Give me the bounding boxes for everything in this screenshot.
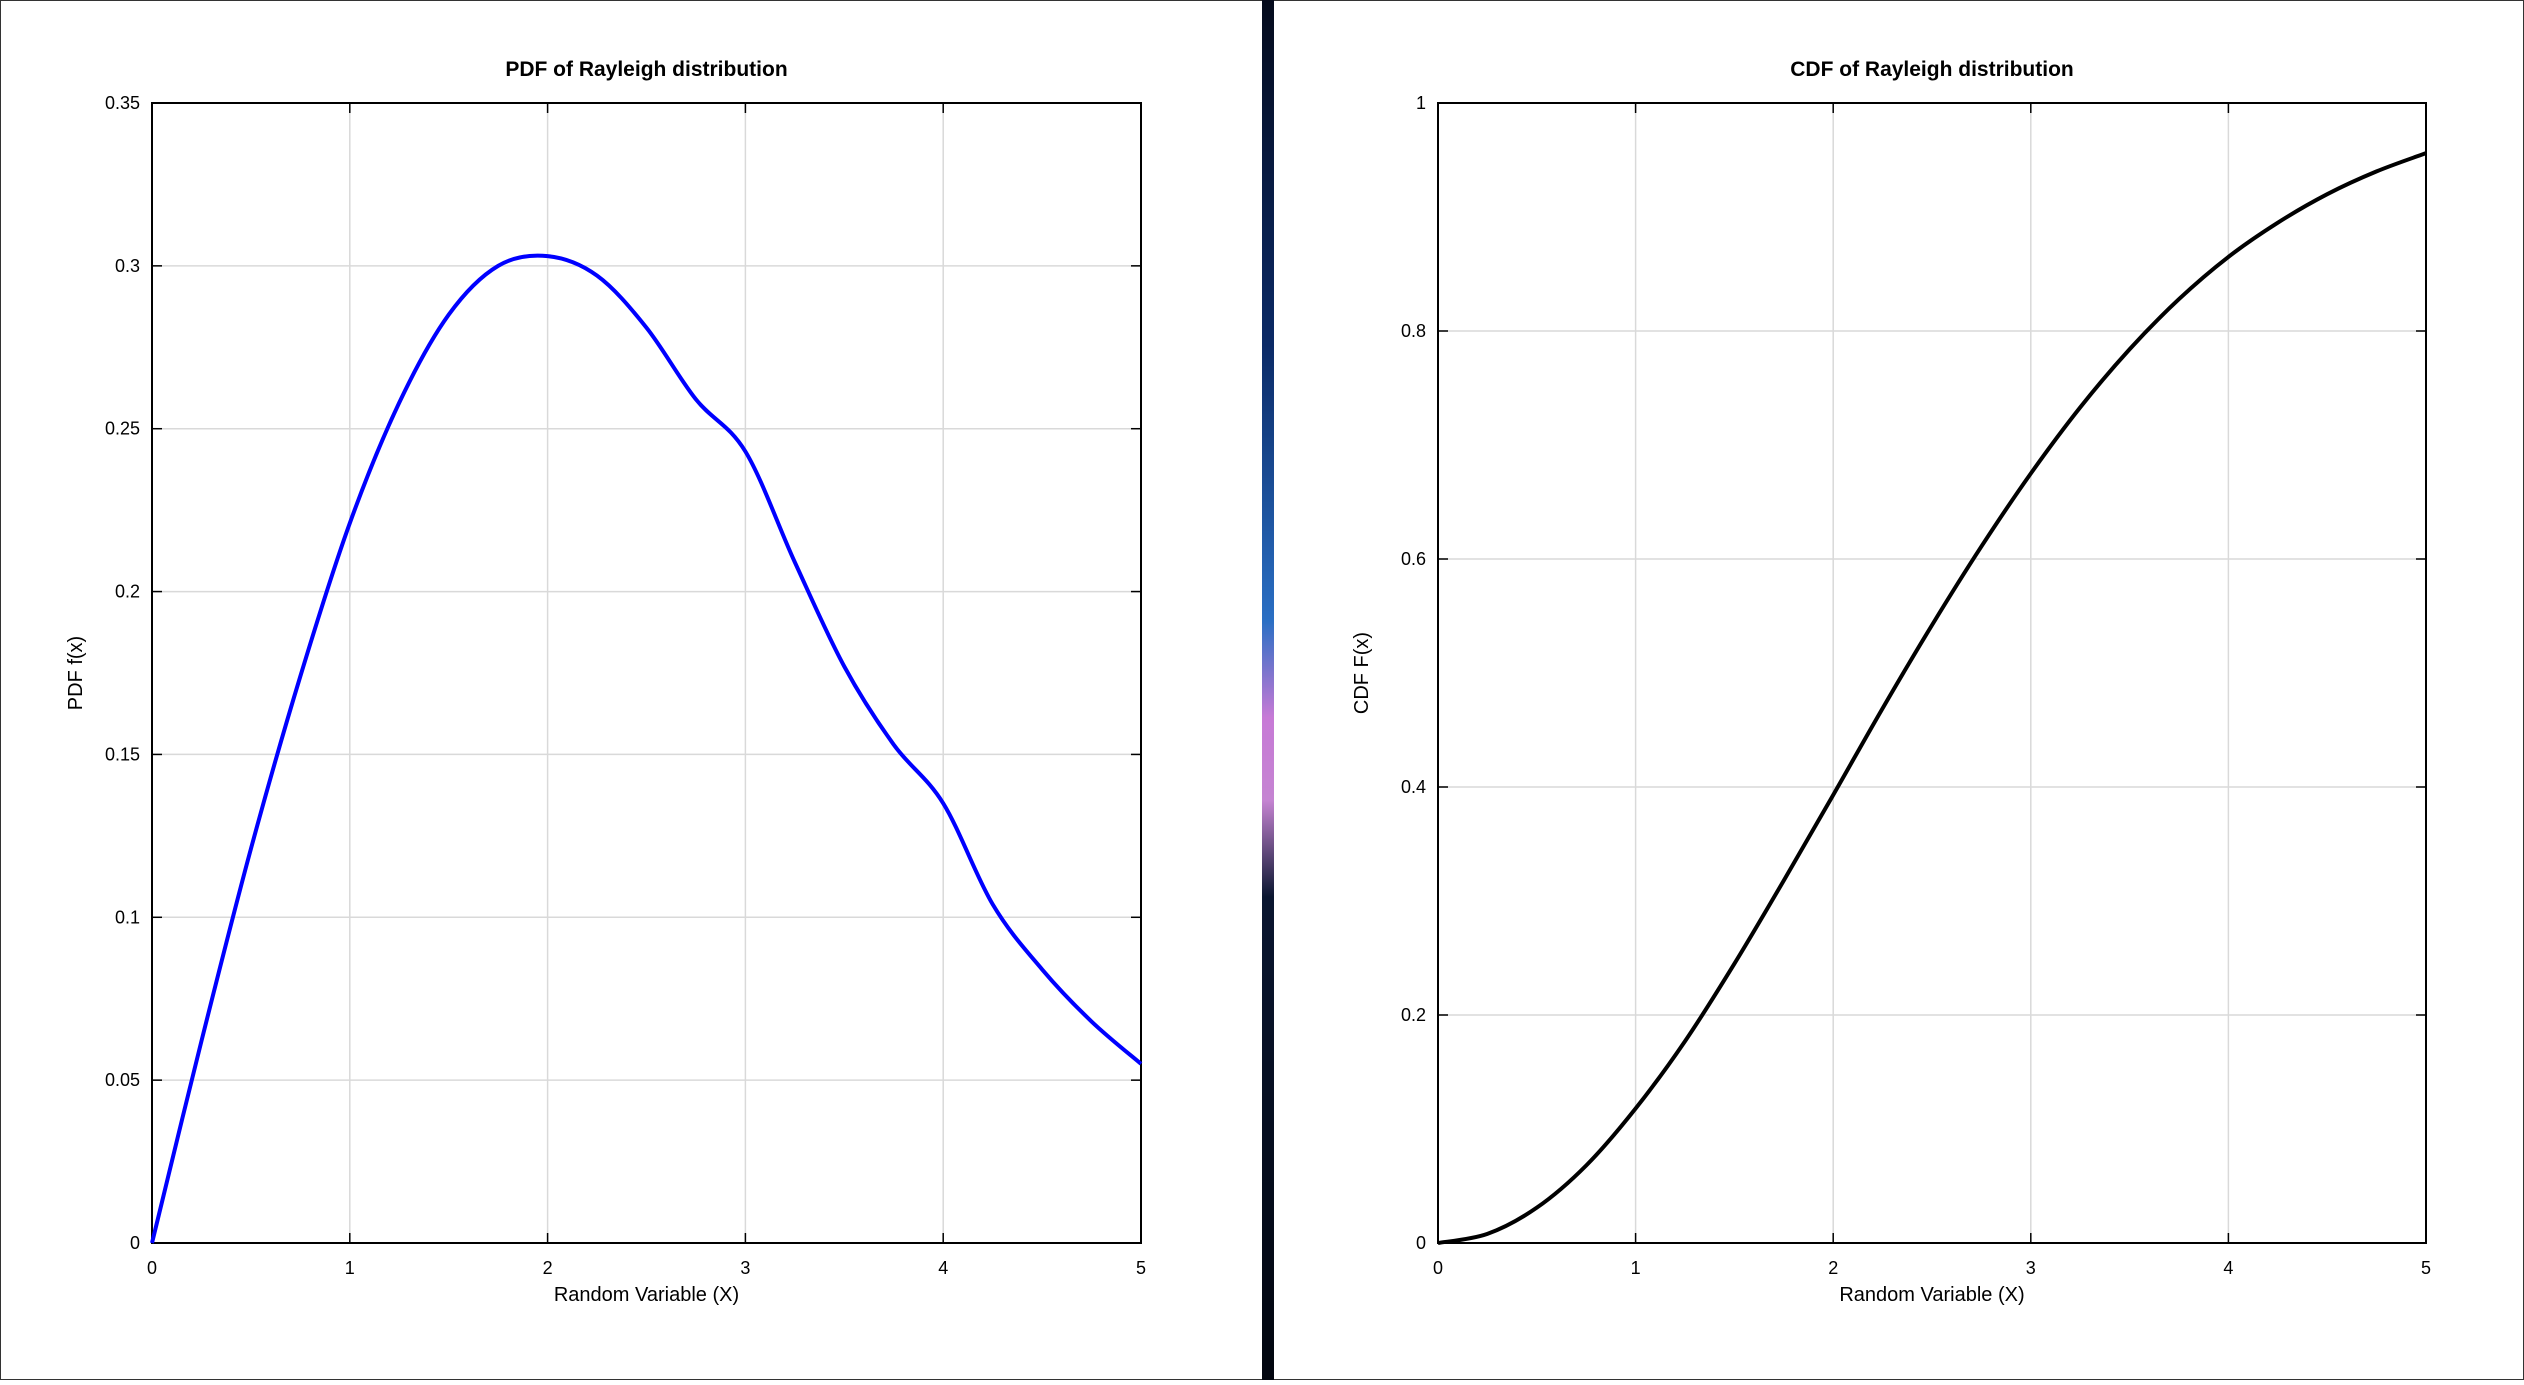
cdf-y-axis-label: CDF F(x) bbox=[1351, 632, 1373, 714]
cdf-y-tick-label: 0 bbox=[1416, 1233, 1426, 1253]
cdf-chart-title: CDF of Rayleigh distribution bbox=[1790, 58, 2074, 81]
cdf-x-tick-label: 3 bbox=[2026, 1258, 2036, 1278]
pdf-y-axis-label: PDF f(x) bbox=[65, 636, 87, 710]
cdf-x-tick-label: 4 bbox=[2223, 1258, 2233, 1278]
pdf-ticks bbox=[151, 102, 1142, 1244]
pdf-y-tick-label: 0.05 bbox=[105, 1070, 140, 1090]
cdf-x-axis-label: Random Variable (X) bbox=[1839, 1284, 2024, 1306]
cdf-x-tick-label: 2 bbox=[1828, 1258, 1838, 1278]
pdf-plot-frame bbox=[151, 102, 1142, 1244]
window-divider bbox=[1262, 0, 1274, 1380]
pdf-chart-title: PDF of Rayleigh distribution bbox=[505, 58, 787, 81]
pdf-chart: 0 1 2 3 4 5 0 0.05 0.1 0.15 0.2 0.25 0.3 0.35 PDF of … bbox=[65, 58, 1146, 1306]
pdf-y-tick-label: 0.15 bbox=[105, 744, 140, 764]
pdf-y-tick-label: 0.2 bbox=[115, 582, 140, 602]
pdf-x-tick-label: 2 bbox=[543, 1258, 553, 1278]
pdf-x-tick-label: 4 bbox=[938, 1258, 948, 1278]
pdf-y-tick-label: 0.35 bbox=[105, 93, 140, 113]
pdf-y-tick-label: 0.25 bbox=[105, 419, 140, 439]
pdf-y-tick-label: 0.1 bbox=[115, 907, 140, 927]
cdf-x-tick-label: 0 bbox=[1433, 1258, 1443, 1278]
cdf-y-tick-label: 1 bbox=[1416, 93, 1426, 113]
pdf-x-axis-label: Random Variable (X) bbox=[554, 1284, 739, 1306]
pdf-x-tick-label: 3 bbox=[740, 1258, 750, 1278]
cdf-grid bbox=[1438, 103, 2426, 1243]
cdf-y-tick-label: 0.2 bbox=[1401, 1005, 1426, 1025]
pdf-x-tick-label: 0 bbox=[147, 1258, 157, 1278]
pdf-tick-labels: 0 1 2 3 4 5 0 0.05 0.1 0.15 0.2 0.25 0.3 0.35 bbox=[105, 93, 1146, 1278]
cdf-chart: 0 1 2 3 4 5 0 0.2 0.4 0.6 0.8 1 CDF of Rayleigh dis… bbox=[1351, 58, 2431, 1306]
cdf-y-tick-label: 0.8 bbox=[1401, 321, 1426, 341]
pdf-series bbox=[150, 253, 1143, 1244]
cdf-series bbox=[1437, 151, 2427, 1245]
pdf-y-tick-label: 0 bbox=[130, 1233, 140, 1253]
pdf-series-line bbox=[150, 253, 1143, 1244]
pdf-x-tick-label: 1 bbox=[345, 1258, 355, 1278]
cdf-series-line bbox=[1437, 151, 2427, 1245]
cdf-y-tick-label: 0.6 bbox=[1401, 549, 1426, 569]
pdf-x-tick-label: 5 bbox=[1136, 1258, 1146, 1278]
cdf-x-tick-label: 1 bbox=[1631, 1258, 1641, 1278]
cdf-plot-frame bbox=[1437, 102, 2427, 1244]
cdf-x-tick-label: 5 bbox=[2421, 1258, 2431, 1278]
pdf-y-tick-label: 0.3 bbox=[115, 256, 140, 276]
cdf-tick-labels: 0 1 2 3 4 5 0 0.2 0.4 0.6 0.8 1 bbox=[1401, 93, 2431, 1278]
cdf-y-tick-label: 0.4 bbox=[1401, 777, 1426, 797]
pdf-grid bbox=[152, 103, 1141, 1243]
